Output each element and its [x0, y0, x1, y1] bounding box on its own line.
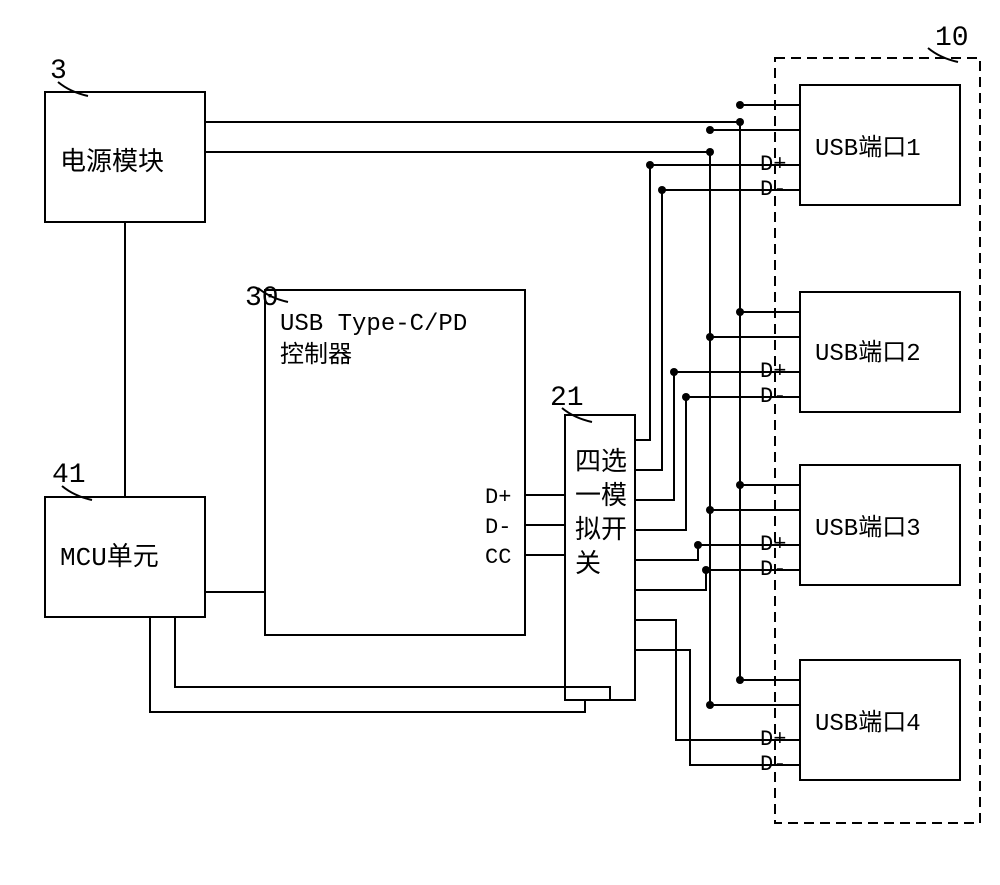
usb-pd-controller-label: 控制器 [280, 341, 352, 370]
svg-text:D+: D+ [485, 485, 511, 510]
usb-port-2-label: USB端口2 [815, 339, 921, 368]
usb-port-1-label: USB端口1 [815, 134, 921, 163]
usb-port-4-label: USB端口4 [815, 709, 921, 738]
four-to-one-analog-switch-label: 四选 [575, 447, 627, 478]
usb-pd-controller-label: USB Type-C/PD [280, 311, 467, 338]
svg-text:CC: CC [485, 545, 511, 570]
power-module-label: 电源模块 [60, 147, 164, 178]
svg-text:41: 41 [52, 460, 86, 491]
svg-text:21: 21 [550, 383, 584, 414]
four-to-one-analog-switch-label: 一模 [575, 481, 627, 512]
four-to-one-analog-switch-label: 关 [575, 549, 601, 580]
mcu-unit-label: MCU单元 [60, 542, 159, 573]
svg-text:10: 10 [935, 23, 969, 54]
usb-pd-controller [265, 290, 525, 635]
svg-text:D-: D- [485, 515, 511, 540]
usb-port-3-label: USB端口3 [815, 514, 921, 543]
four-to-one-analog-switch-label: 拟开 [575, 515, 627, 546]
